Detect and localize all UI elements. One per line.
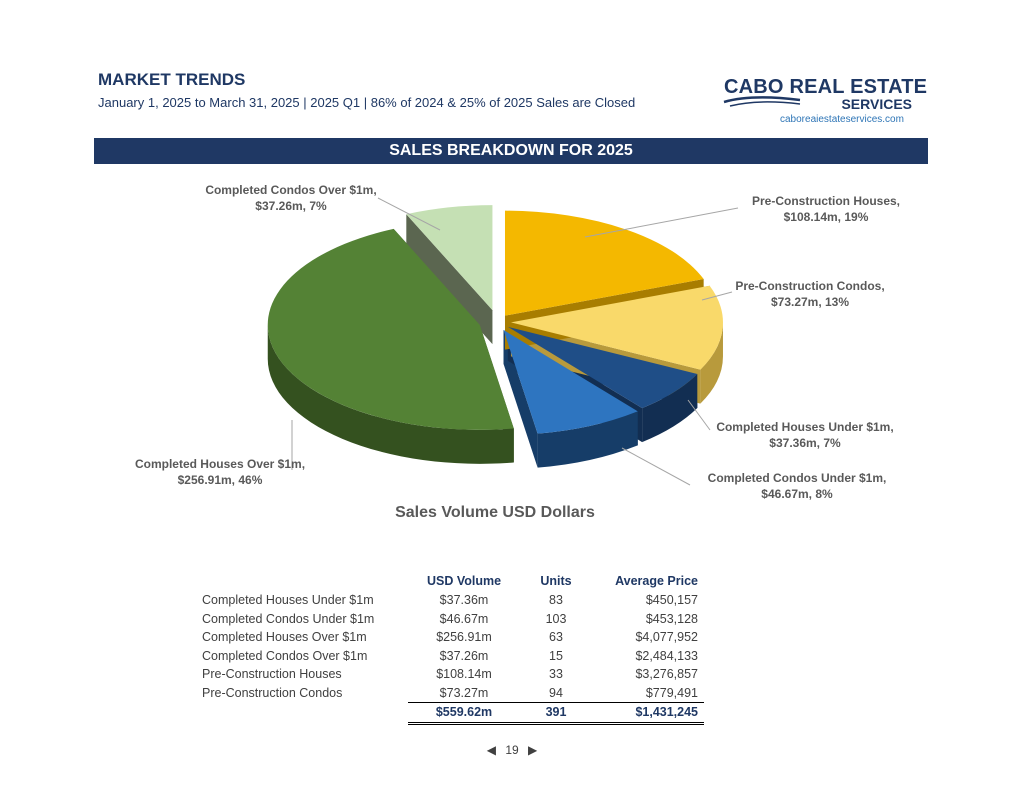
row-name: Completed Condos Over $1m xyxy=(202,648,368,663)
table-row: Completed Houses Over $1m $256.91m 63 $4… xyxy=(196,628,704,647)
pie-chart: Pre-Construction Houses, $108.14m, 19% Pre… xyxy=(135,183,900,501)
pie-label-completed-condos-over-1m: $37.26m, 7% xyxy=(255,199,327,213)
table-header-units: Units xyxy=(540,574,572,588)
table-row: Completed Houses Under $1m $37.36m 83 $4… xyxy=(196,591,704,610)
row-units: 94 xyxy=(549,685,563,700)
page-number: 19 xyxy=(505,743,519,757)
table-header-row: USD Volume Units Average Price xyxy=(196,571,704,591)
row-name: Pre-Construction Condos xyxy=(202,686,343,700)
table-header-avg: Average Price xyxy=(615,574,698,588)
leader-line-pre-construction-condos xyxy=(701,291,733,301)
row-avg: $453,128 xyxy=(645,611,698,626)
total-blank xyxy=(196,703,408,724)
row-name: Pre-Construction Houses xyxy=(202,667,342,682)
pie-slice-completed-houses-over-1m xyxy=(267,228,514,430)
leader-line-completed-houses-under-1m xyxy=(687,399,711,431)
table-header-volume: USD Volume xyxy=(426,574,502,588)
pie-slice-completed-condos-over-1m xyxy=(406,205,493,311)
table-row: Completed Condos Over $1m $37.26m 15 $2,… xyxy=(196,647,704,666)
leader-line-pre-construction-houses xyxy=(584,207,739,238)
page-title: MARKET TRENDS xyxy=(98,70,246,89)
section-banner: SALES BREAKDOWN FOR 2025 xyxy=(94,138,928,164)
page-navigation: ◀ 19 ▶ xyxy=(0,743,1024,757)
prev-page-icon[interactable]: ◀ xyxy=(486,743,496,757)
pie-label-completed-houses-over-1m: Completed Houses Over $1m, xyxy=(135,457,305,471)
pie-label-pre-construction-condos: Pre-Construction Condos, xyxy=(735,279,884,293)
logo-url: caboreaiestateservices.com xyxy=(780,114,904,125)
pie-label-pre-construction-houses: $108.14m, 19% xyxy=(784,210,869,224)
row-avg: $450,157 xyxy=(645,593,698,608)
row-avg: $2,484,133 xyxy=(635,648,698,663)
row-name: Completed Houses Under $1m xyxy=(202,593,374,608)
row-units: 103 xyxy=(545,611,567,626)
table-row: Pre-Construction Houses $108.14m 33 $3,2… xyxy=(196,665,704,684)
total-units: 391 xyxy=(520,702,592,725)
row-units: 33 xyxy=(549,667,563,682)
logo-line1: CABO REAL ESTATE xyxy=(724,76,928,98)
pie-label-pre-construction-houses: Pre-Construction Houses, xyxy=(752,194,900,208)
pie-label-completed-houses-under-1m: $37.36m, 7% xyxy=(769,436,841,450)
pie-label-completed-condos-over-1m: Completed Condos Over $1m, xyxy=(205,183,376,197)
row-units: 15 xyxy=(549,648,563,663)
total-volume: $559.62m xyxy=(408,702,520,725)
row-volume: $108.14m xyxy=(436,667,492,682)
pie-label-completed-houses-under-1m: Completed Houses Under $1m, xyxy=(716,420,893,434)
pie-slice-wall-completed-houses-under-1m xyxy=(642,373,698,443)
pie-slice-wall-pre-construction-condos xyxy=(700,322,723,404)
table-row: Pre-Construction Condos $73.27m 94 $779,… xyxy=(196,684,704,703)
row-avg: $4,077,952 xyxy=(635,630,698,645)
leader-line-completed-condos-under-1m xyxy=(621,447,691,486)
pie-label-completed-houses-over-1m: $256.91m, 46% xyxy=(178,473,263,487)
page-subtitle: January 1, 2025 to March 31, 2025 | 2025… xyxy=(98,95,636,110)
row-volume: $46.67m xyxy=(439,611,489,626)
row-volume: $37.26m xyxy=(439,648,489,663)
row-name: Completed Condos Under $1m xyxy=(202,611,375,626)
pie-slice-pre-construction-condos xyxy=(510,285,723,370)
row-avg: $3,276,857 xyxy=(635,667,698,682)
row-volume: $256.91m xyxy=(436,630,492,645)
chart-title: Sales Volume USD Dollars xyxy=(395,504,595,521)
pie-slice-completed-condos-under-1m xyxy=(503,330,638,434)
pie-slice-wall-completed-houses-over-1m xyxy=(267,324,514,464)
logo-line2: SERVICES xyxy=(841,96,912,112)
pie-slice-completed-houses-under-1m xyxy=(507,326,698,409)
pie-slice-wall-completed-condos-under-1m xyxy=(537,411,638,468)
pie-label-pre-construction-condos: $73.27m, 13% xyxy=(771,295,849,309)
row-name: Completed Houses Over $1m xyxy=(202,630,367,645)
table-header-blank xyxy=(196,571,408,591)
leader-line-completed-condos-over-1m xyxy=(377,197,441,231)
row-volume: $73.27m xyxy=(439,685,489,700)
row-units: 63 xyxy=(549,630,563,645)
row-avg: $779,491 xyxy=(645,685,698,700)
row-units: 83 xyxy=(549,593,563,608)
table-total-row: $559.62m 391 $1,431,245 xyxy=(196,702,704,725)
company-logo: CABO REAL ESTATE SERVICES caboreaiestate… xyxy=(722,76,927,130)
pie-label-completed-condos-under-1m: Completed Condos Under $1m, xyxy=(708,471,887,485)
sales-table: USD Volume Units Average Price Completed… xyxy=(196,571,704,725)
logo-swoosh-icon xyxy=(723,96,801,107)
pie-slice-pre-construction-houses xyxy=(504,210,704,316)
total-avg: $1,431,245 xyxy=(592,702,704,725)
row-volume: $37.36m xyxy=(439,593,489,608)
pie-slice-edge-completed-condos-over-1m xyxy=(406,214,493,345)
pie-label-completed-condos-under-1m: $46.67m, 8% xyxy=(761,487,833,501)
table-row: Completed Condos Under $1m $46.67m 103 $… xyxy=(196,610,704,629)
next-page-icon[interactable]: ▶ xyxy=(528,743,538,757)
